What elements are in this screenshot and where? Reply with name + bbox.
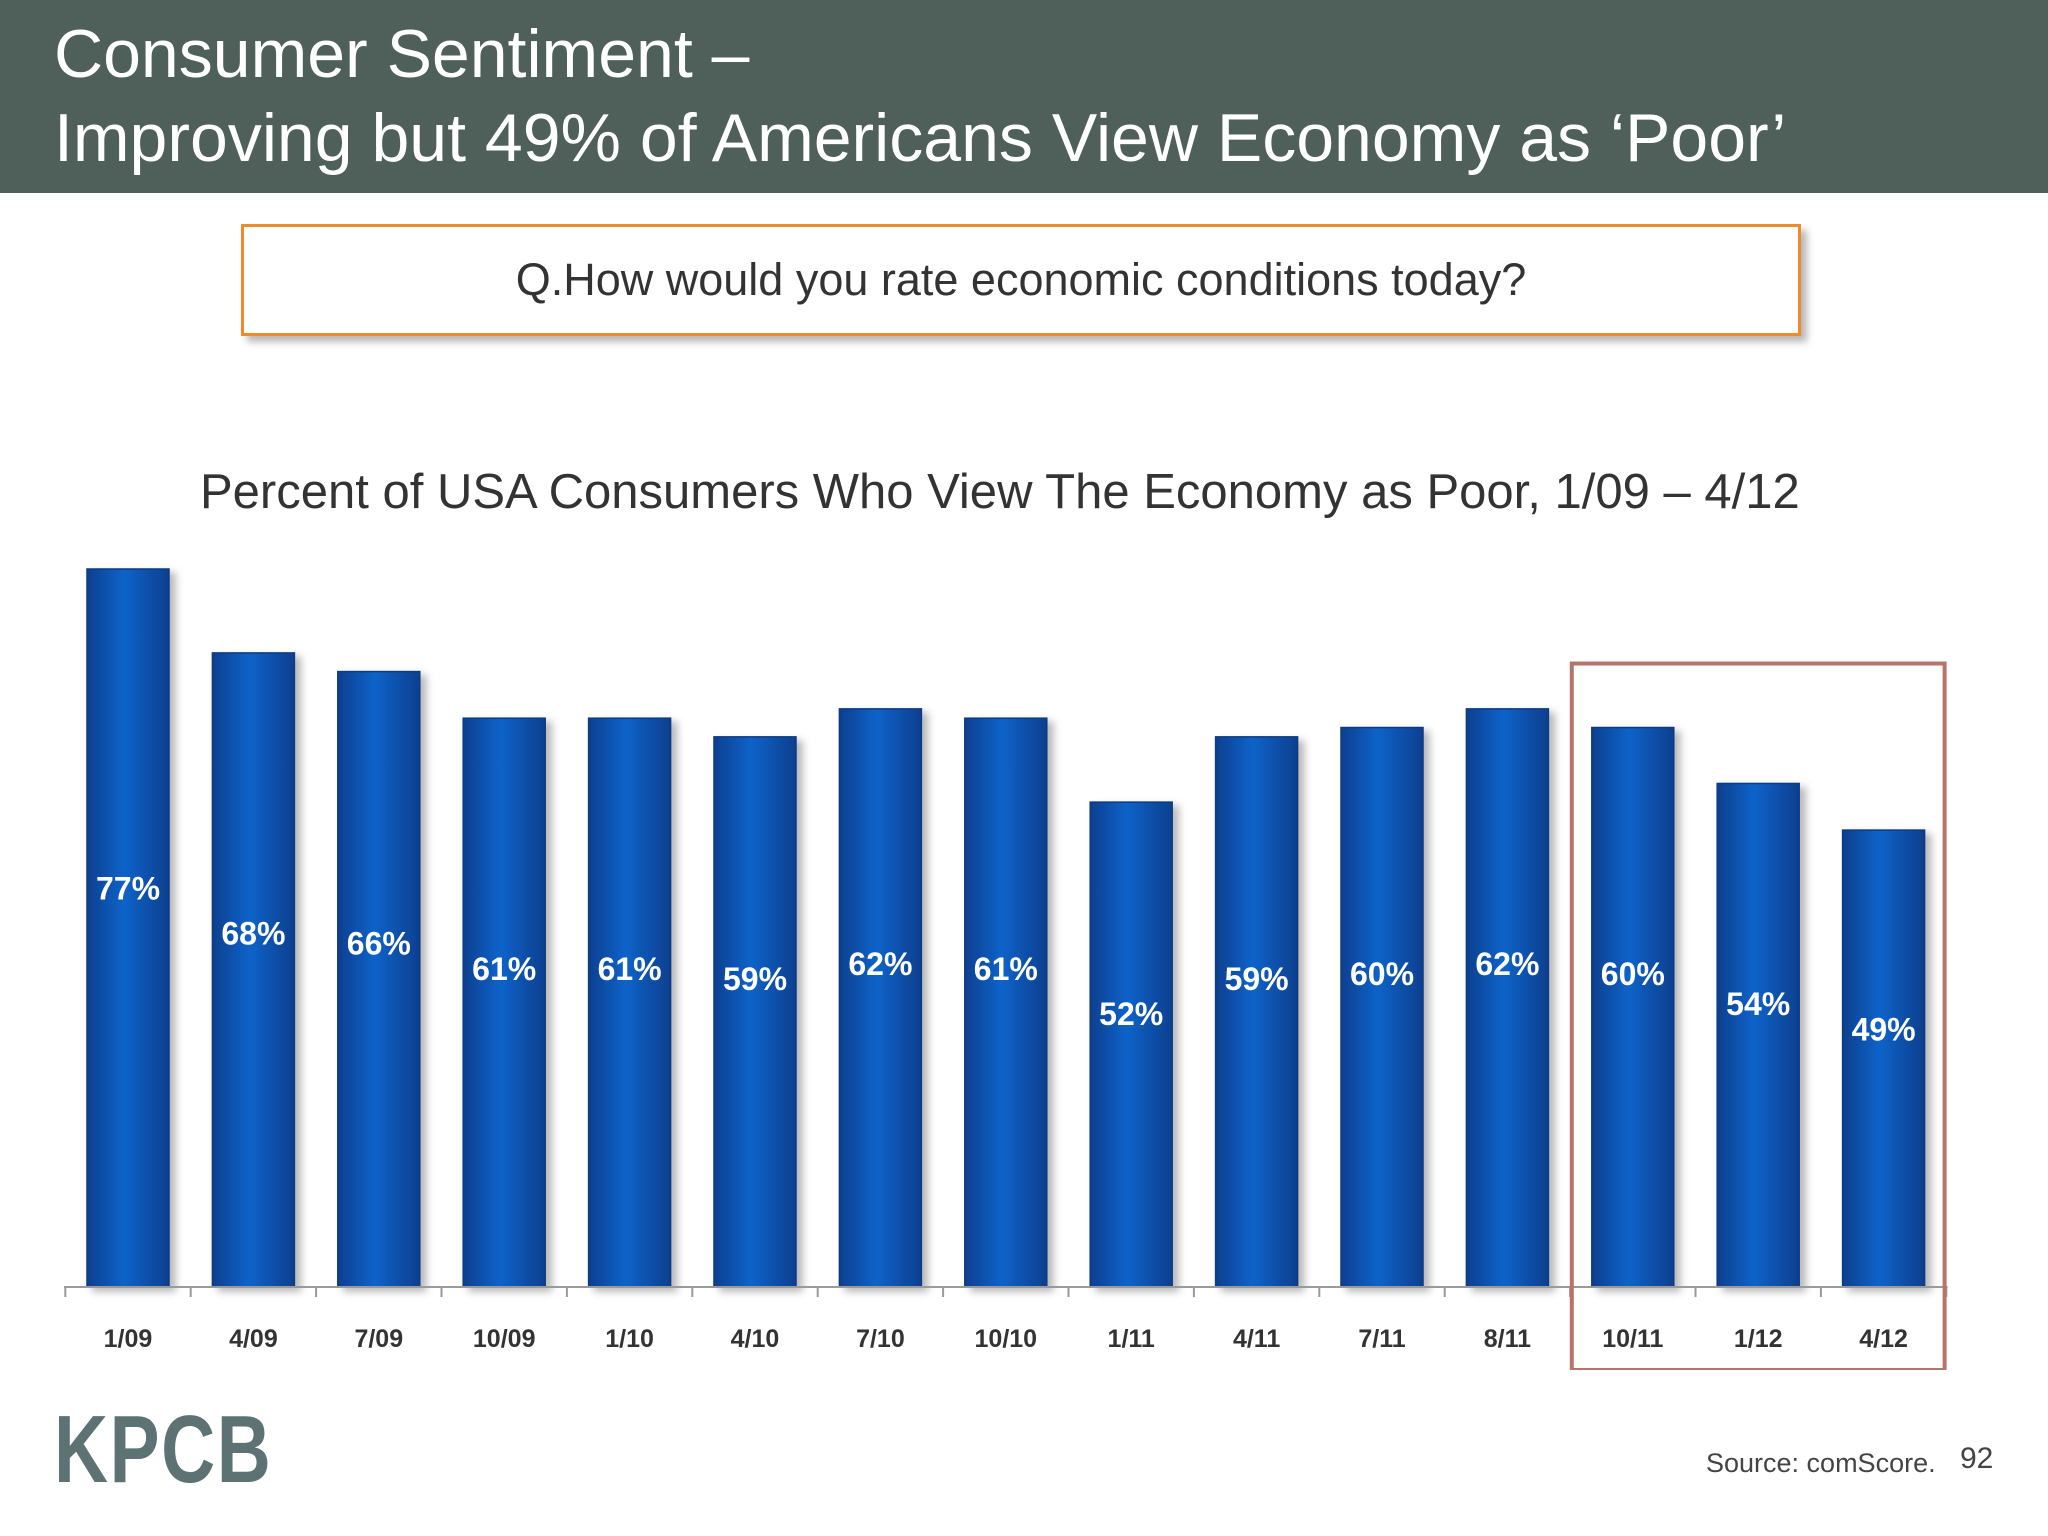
data-label: 77%: [96, 870, 160, 906]
bar-4-09: [211, 652, 296, 1288]
chart-title: Percent of USA Consumers Who View The Ec…: [200, 465, 1800, 519]
bar-1-09: [86, 568, 170, 1288]
bar-chart: 77% 1/09 68% 4/09 66% 7/09 61% 10/09 61% 1/10 59% 4…: [64, 568, 1948, 1370]
x-tick-label: 10/11: [1602, 1325, 1663, 1353]
kpcb-logo: KPCB: [54, 1396, 273, 1503]
slide-header: Consumer Sentiment – Improving but 49% o…: [0, 0, 2048, 193]
bar-10-10: [964, 717, 1048, 1288]
x-tick-label: 7/11: [1358, 1325, 1405, 1353]
highlight-box: [1569, 661, 1947, 1370]
data-label: 62%: [1475, 946, 1539, 982]
x-tick-label: 8/11: [1484, 1325, 1531, 1353]
x-tick-label: 10/09: [473, 1325, 536, 1353]
bar-4-11: [1214, 736, 1299, 1288]
data-label: 61%: [598, 951, 662, 987]
data-label: 59%: [723, 961, 787, 997]
page-number: 92: [1960, 1442, 1994, 1475]
x-tick-label: 10/10: [975, 1325, 1038, 1353]
data-label: 52%: [1099, 996, 1163, 1032]
data-label: 49%: [1852, 1011, 1916, 1047]
bar-1-12: [1716, 782, 1800, 1288]
x-tick-label: 4/10: [731, 1325, 780, 1353]
bar-4-10: [713, 736, 797, 1288]
x-tick-label: 7/09: [354, 1325, 403, 1353]
question-text: Q.How would you rate economic conditions…: [515, 254, 1527, 305]
bar-7-11: [1340, 726, 1424, 1288]
slide-title-line-2: Improving but 49% of Americans View Econ…: [54, 100, 1787, 176]
bar-8-11: [1465, 708, 1550, 1288]
data-label: 66%: [347, 926, 411, 962]
data-label: 61%: [472, 951, 536, 987]
data-label: 61%: [974, 951, 1038, 987]
data-label: 60%: [1350, 956, 1414, 992]
data-label: 60%: [1601, 956, 1665, 992]
data-label: 62%: [848, 946, 912, 982]
bar-1-11: [1089, 801, 1173, 1288]
x-tick-label: 7/10: [856, 1325, 905, 1353]
bar-10-11: [1591, 726, 1675, 1288]
x-tick-label: 4/11: [1233, 1325, 1280, 1353]
x-tick-label: 4/09: [229, 1325, 278, 1353]
data-label: 59%: [1225, 961, 1289, 997]
data-label: 68%: [221, 916, 285, 952]
bar-7-10: [838, 708, 923, 1288]
bar-7-09: [337, 670, 421, 1288]
x-tick-label: 1/10: [605, 1325, 654, 1353]
x-tick-label: 4/12: [1859, 1325, 1908, 1353]
bar-10-09: [462, 717, 546, 1288]
data-label: 54%: [1726, 986, 1790, 1022]
bar-4-12: [1841, 829, 1926, 1288]
x-tick-label: 1/09: [104, 1325, 153, 1353]
x-tick-label: 1/12: [1734, 1325, 1783, 1353]
x-tick-label: 1/11: [1108, 1325, 1155, 1353]
slide-title-line-1: Consumer Sentiment –: [54, 16, 750, 92]
bar-1-10: [587, 717, 672, 1288]
question-box: Q.How would you rate economic conditions…: [241, 224, 1801, 336]
source-note: Source: comScore.: [1706, 1448, 1936, 1478]
